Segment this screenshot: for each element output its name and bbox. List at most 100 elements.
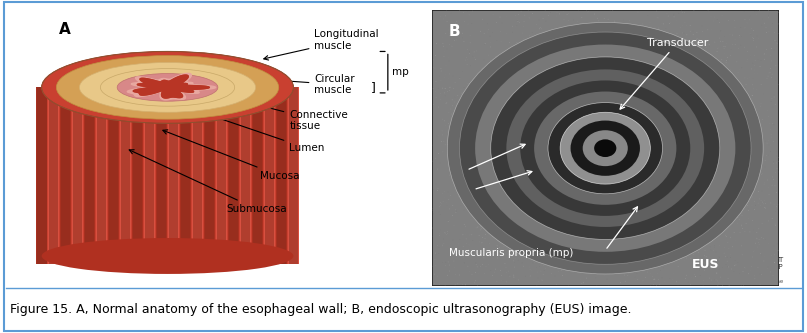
Point (567, 162, 580, 167)
Point (470, 49, 483, 54)
Point (466, 238, 479, 243)
Point (650, 40, 663, 45)
Point (647, 257, 660, 263)
Point (620, 241, 633, 247)
Point (494, 141, 507, 147)
Point (729, 175, 742, 180)
Point (662, 113, 675, 118)
Point (508, 260, 521, 265)
Point (577, 23, 590, 28)
Point (509, 219, 522, 225)
Point (479, 90, 491, 95)
Point (663, 179, 675, 184)
Point (616, 24, 629, 29)
Point (514, 87, 527, 93)
Point (437, 49, 450, 54)
Point (440, 232, 453, 237)
Point (724, 32, 737, 37)
Point (543, 89, 556, 95)
Point (493, 245, 506, 250)
Point (733, 162, 746, 167)
Point (583, 26, 596, 31)
Bar (132, 87, 142, 264)
Point (696, 23, 709, 29)
Point (742, 216, 755, 221)
Point (550, 10, 563, 16)
Point (575, 45, 587, 50)
Point (596, 125, 608, 131)
Point (525, 117, 538, 123)
Point (751, 44, 763, 50)
Point (493, 81, 506, 87)
Point (707, 150, 720, 156)
Point (432, 103, 445, 108)
Point (557, 172, 570, 178)
Point (437, 236, 450, 242)
Point (729, 194, 742, 199)
Point (471, 182, 484, 188)
Point (500, 265, 512, 270)
Point (698, 253, 711, 258)
Point (634, 84, 647, 90)
Point (732, 70, 745, 75)
Point (756, 171, 769, 176)
Point (650, 113, 663, 118)
Point (486, 66, 499, 71)
Point (509, 275, 522, 281)
Point (700, 39, 713, 44)
Point (456, 176, 469, 181)
Point (485, 112, 498, 117)
Point (578, 46, 591, 52)
Point (764, 149, 777, 154)
Point (541, 154, 554, 159)
Point (532, 87, 545, 93)
Point (643, 19, 656, 25)
Point (685, 189, 698, 194)
Point (650, 42, 663, 48)
Bar (96, 87, 107, 264)
Point (652, 99, 665, 104)
Point (462, 81, 475, 86)
Point (463, 52, 476, 57)
Point (758, 57, 771, 62)
Point (441, 142, 454, 147)
Point (688, 241, 700, 246)
Point (495, 208, 508, 213)
Point (487, 132, 500, 138)
Bar (48, 87, 60, 264)
Point (762, 8, 775, 13)
Point (748, 71, 761, 76)
Point (433, 245, 445, 250)
Point (515, 232, 528, 237)
Point (709, 112, 721, 117)
Point (736, 226, 749, 231)
Point (728, 230, 741, 235)
Point (707, 214, 720, 220)
Point (725, 266, 738, 272)
Point (653, 31, 666, 36)
Point (636, 88, 649, 93)
Point (622, 157, 635, 163)
Point (721, 174, 734, 179)
Point (439, 142, 452, 148)
Point (572, 29, 585, 34)
Point (581, 192, 594, 197)
Point (736, 118, 749, 124)
Point (704, 138, 717, 143)
Point (497, 215, 510, 220)
Point (587, 54, 600, 59)
Point (723, 85, 736, 90)
Text: Muscularis propria (mp): Muscularis propria (mp) (449, 248, 574, 258)
Point (626, 133, 639, 139)
Point (557, 222, 570, 227)
Point (621, 273, 634, 278)
Point (490, 54, 503, 59)
Point (717, 44, 730, 49)
Point (511, 85, 524, 91)
Point (477, 198, 490, 203)
Point (516, 169, 529, 175)
Point (630, 70, 643, 75)
Point (648, 277, 661, 282)
Point (701, 8, 714, 14)
Point (646, 233, 659, 238)
